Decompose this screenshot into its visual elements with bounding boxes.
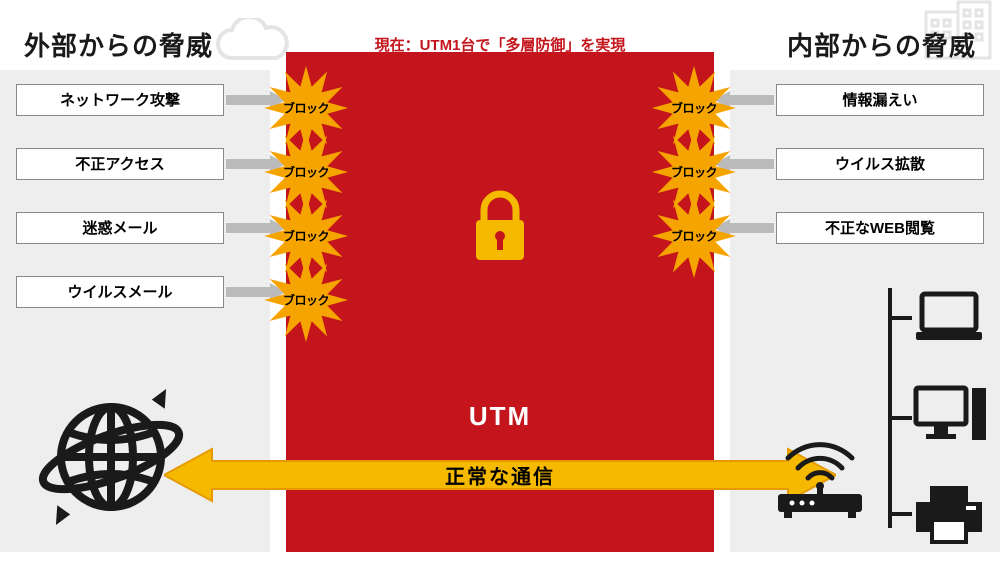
utm-label: UTM: [286, 401, 714, 432]
wifi-router-icon: [770, 428, 870, 523]
diagram-canvas: 外部からの脅威 内部からの脅威 現在：UTM1台で「多層防御」を実現 UTM ネ…: [0, 0, 1000, 563]
block-label: ブロック: [283, 228, 329, 245]
block-burst-icon: ブロック: [652, 194, 736, 278]
threat-internal-0: 情報漏えい: [776, 84, 984, 116]
lock-icon: [470, 190, 530, 269]
device-column: [872, 278, 992, 553]
block-label: ブロック: [671, 164, 717, 181]
header-internal-threats: 内部からの脅威: [787, 26, 976, 63]
block-burst-icon: ブロック: [264, 258, 348, 342]
globe-icon: [36, 382, 186, 537]
block-label: ブロック: [283, 164, 329, 181]
block-label: ブロック: [671, 228, 717, 245]
normal-traffic-label: 正常な通信: [164, 461, 836, 490]
desktop-icon: [916, 388, 986, 440]
block-label: ブロック: [671, 100, 717, 117]
header-external-threats: 外部からの脅威: [24, 26, 213, 63]
normal-traffic-arrow: 正常な通信: [164, 447, 836, 503]
block-label: ブロック: [283, 292, 329, 309]
threat-internal-1: ウイルス拡散: [776, 148, 984, 180]
threat-external-3: ウイルスメール: [16, 276, 224, 308]
block-label: ブロック: [283, 100, 329, 117]
threat-external-2: 迷惑メール: [16, 212, 224, 244]
printer-icon: [916, 486, 982, 542]
threat-internal-2: 不正なWEB閲覧: [776, 212, 984, 244]
threat-external-1: 不正アクセス: [16, 148, 224, 180]
cloud-icon: [210, 18, 290, 73]
threat-external-0: ネットワーク攻撃: [16, 84, 224, 116]
laptop-icon: [916, 294, 982, 340]
